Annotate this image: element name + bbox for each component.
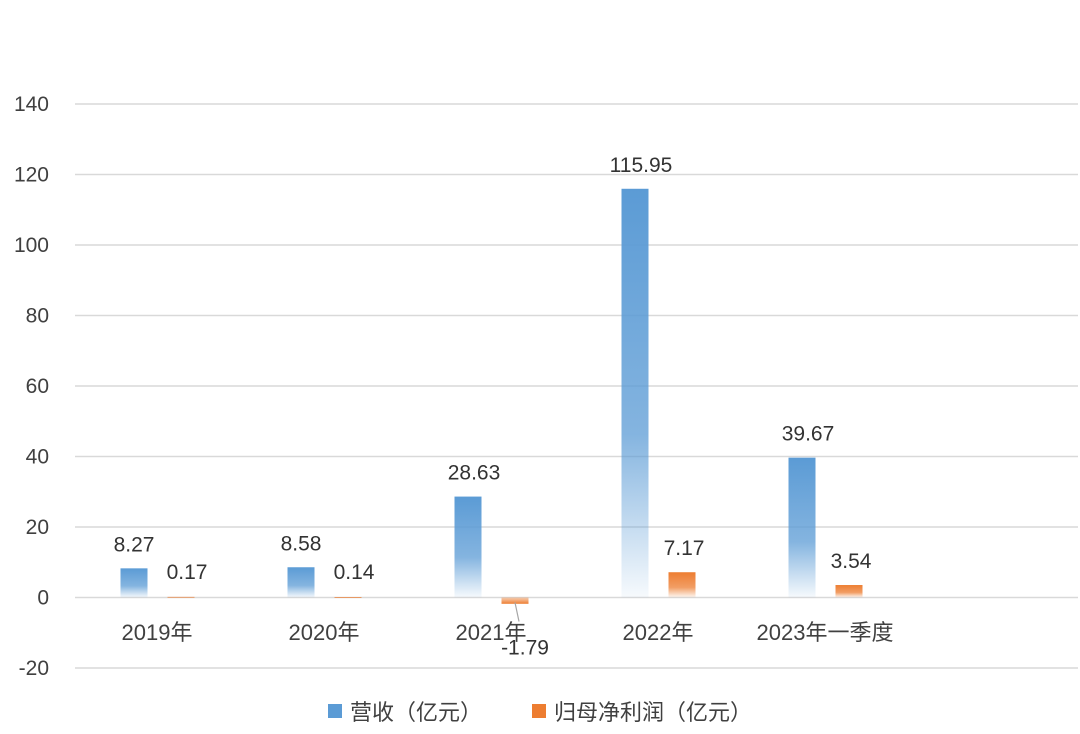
y-tick-label: 40 bbox=[26, 446, 49, 469]
x-category-label: 2021年 bbox=[456, 620, 527, 645]
y-tick-label: 120 bbox=[14, 164, 49, 187]
bar-revenue bbox=[621, 188, 649, 598]
y-tick-label: 20 bbox=[26, 516, 49, 539]
data-label-revenue: 39.67 bbox=[782, 423, 835, 446]
x-category-label: 2020年 bbox=[289, 620, 360, 645]
bars bbox=[120, 188, 863, 604]
y-tick-label: 80 bbox=[26, 305, 49, 328]
legend-label-revenue: 营收（亿元） bbox=[349, 700, 482, 725]
gridlines bbox=[75, 103, 1078, 669]
legend-swatch-net-profit bbox=[532, 704, 546, 718]
y-tick-label: 60 bbox=[26, 375, 49, 398]
bar-net-profit bbox=[501, 597, 529, 604]
bar-revenue bbox=[454, 496, 482, 598]
y-tick-label: 140 bbox=[14, 93, 49, 116]
data-label-revenue: 28.63 bbox=[448, 462, 501, 485]
legend: 营收（亿元） 归母净利润（亿元） bbox=[0, 694, 1080, 728]
y-tick-label: 0 bbox=[37, 587, 49, 610]
data-label-net-profit: 3.54 bbox=[831, 550, 872, 573]
y-tick-label: -20 bbox=[19, 657, 49, 680]
legend-item-net-profit: 归母净利润（亿元） bbox=[532, 695, 752, 727]
y-axis-ticks: -20 0 20 40 60 80 100 120 140 bbox=[14, 93, 49, 680]
data-labels: 8.27 0.17 8.58 0.14 28.63 -1.79 115.95 7.17 39.6… bbox=[114, 154, 872, 660]
bar-revenue bbox=[287, 567, 315, 598]
bar-net-profit bbox=[167, 596, 195, 598]
x-category-label: 2019年 bbox=[122, 620, 193, 645]
bar-net-profit bbox=[668, 572, 696, 598]
y-tick-label: 100 bbox=[14, 234, 49, 257]
x-axis-categories: 2019年 2020年 2021年 2022年 2023年一季度 bbox=[122, 620, 894, 645]
legend-swatch-revenue bbox=[327, 704, 342, 718]
data-label-revenue: 115.95 bbox=[610, 154, 673, 177]
data-label-net-profit: -1.79 bbox=[501, 637, 549, 660]
bar-net-profit bbox=[835, 585, 863, 598]
data-label-net-profit: 7.17 bbox=[664, 537, 705, 560]
data-label-revenue: 8.27 bbox=[114, 533, 155, 556]
data-label-net-profit: 0.14 bbox=[334, 561, 375, 584]
legend-item-revenue: 营收（亿元） bbox=[327, 695, 482, 727]
bar-revenue bbox=[120, 568, 148, 598]
bar-revenue bbox=[788, 457, 816, 598]
data-label-net-profit: 0.17 bbox=[167, 561, 208, 584]
x-category-label: 2023年一季度 bbox=[757, 620, 894, 645]
legend-label-net-profit: 归母净利润（亿元） bbox=[554, 700, 753, 725]
bar-net-profit bbox=[334, 597, 362, 599]
data-label-revenue: 8.58 bbox=[281, 532, 322, 555]
leader-line bbox=[514, 602, 520, 622]
x-category-label: 2022年 bbox=[623, 620, 694, 645]
